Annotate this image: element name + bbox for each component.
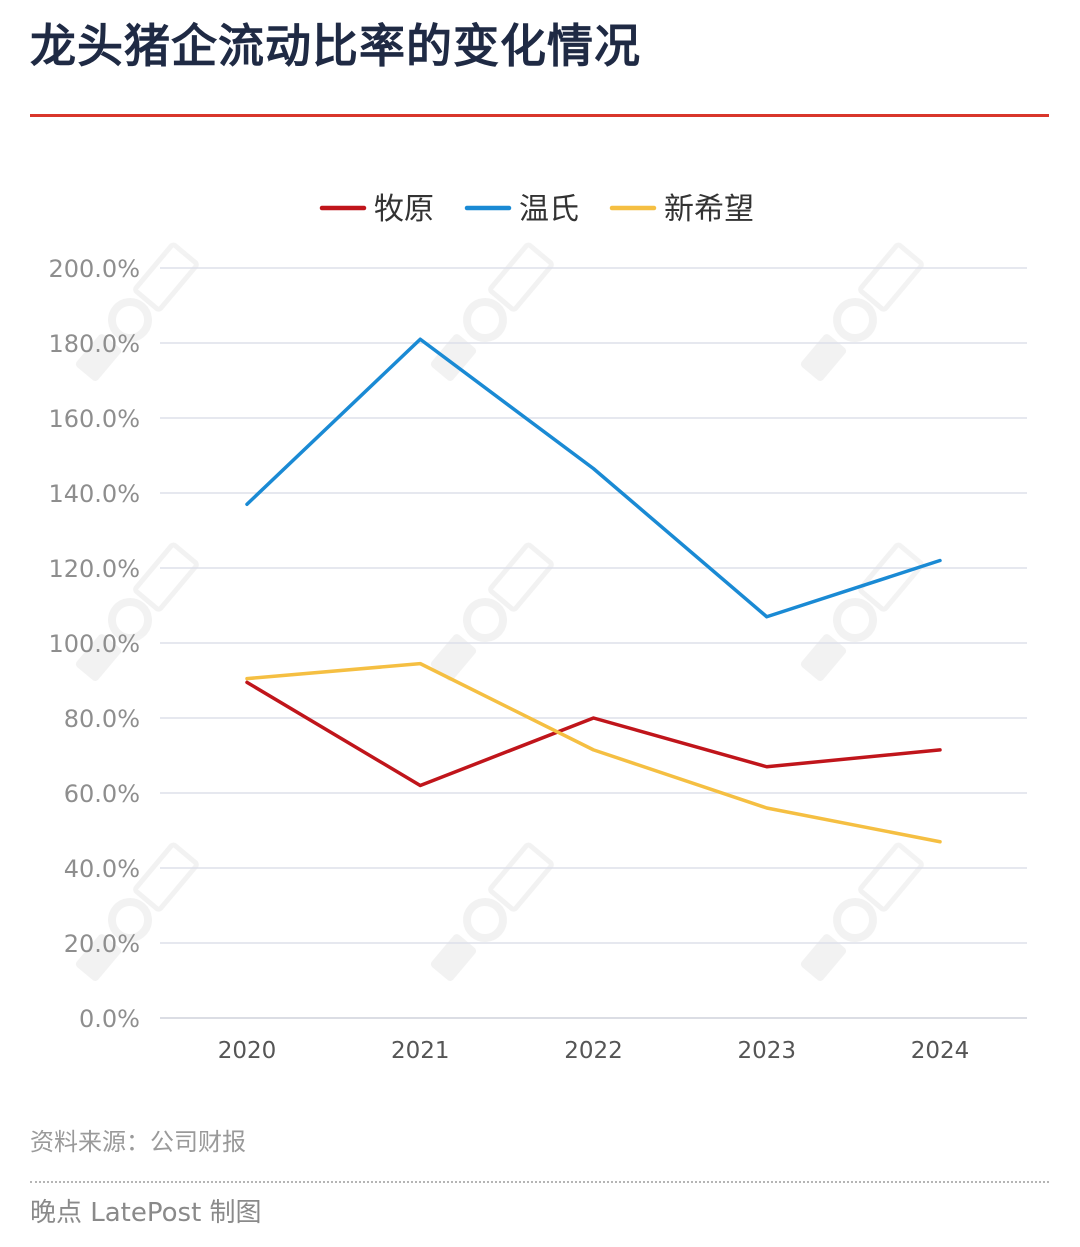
x-tick-label: 2024 (911, 1038, 970, 1064)
credit-line: 晚点 LatePost 制图 (30, 1198, 262, 1228)
legend-label: 新希望 (664, 192, 754, 227)
watermark-logo (430, 542, 554, 681)
x-tick-label: 2020 (218, 1038, 277, 1064)
data-source: 资料来源：公司财报 (30, 1128, 246, 1156)
x-tick-label: 2021 (391, 1038, 450, 1064)
series-line-牧原 (245, 680, 942, 788)
watermark-logo (430, 242, 554, 381)
y-tick-label: 0.0% (79, 1005, 140, 1033)
y-tick-label: 20.0% (64, 930, 140, 958)
series-line-新希望 (245, 661, 942, 844)
watermark-logo (75, 842, 199, 981)
title-divider (30, 114, 1049, 117)
watermark-logo (75, 542, 199, 681)
y-tick-label: 40.0% (64, 855, 140, 883)
watermark-logo (75, 242, 199, 381)
watermark-logo (800, 242, 924, 381)
y-tick-label: 60.0% (64, 780, 140, 808)
watermark-logo (430, 842, 554, 981)
line-chart: 0.0% 20.0% 40.0% 60.0% 80.0% 100.0% 120.0% 140.… (48, 192, 1027, 1064)
y-tick-label: 140.0% (48, 480, 140, 508)
y-tick-label: 100.0% (48, 630, 140, 658)
legend-label: 温氏 (519, 192, 579, 227)
watermark-logo (800, 842, 924, 981)
legend-label: 牧原 (374, 192, 434, 227)
footer-divider (30, 1181, 1049, 1183)
legend: 牧原 温氏 新希望 (319, 192, 754, 227)
watermark-layer (75, 242, 924, 981)
x-tick-label: 2023 (737, 1038, 796, 1064)
y-tick-label: 200.0% (48, 255, 140, 283)
page-title: 龙头猪企流动比率的变化情况 (30, 19, 641, 73)
y-tick-label: 120.0% (48, 555, 140, 583)
x-tick-label: 2022 (564, 1038, 623, 1064)
watermark-logo (800, 542, 924, 681)
grid-lines (160, 267, 1027, 1019)
y-tick-label: 160.0% (48, 405, 140, 433)
series-lines (245, 337, 942, 844)
y-axis-ticks: 0.0% 20.0% 40.0% 60.0% 80.0% 100.0% 120.0% 140.… (48, 255, 140, 1033)
y-tick-label: 180.0% (48, 330, 140, 358)
x-axis-ticks: 2020 2021 2022 2023 2024 (218, 1038, 970, 1064)
series-line-温氏 (245, 337, 942, 619)
y-tick-label: 80.0% (64, 705, 140, 733)
